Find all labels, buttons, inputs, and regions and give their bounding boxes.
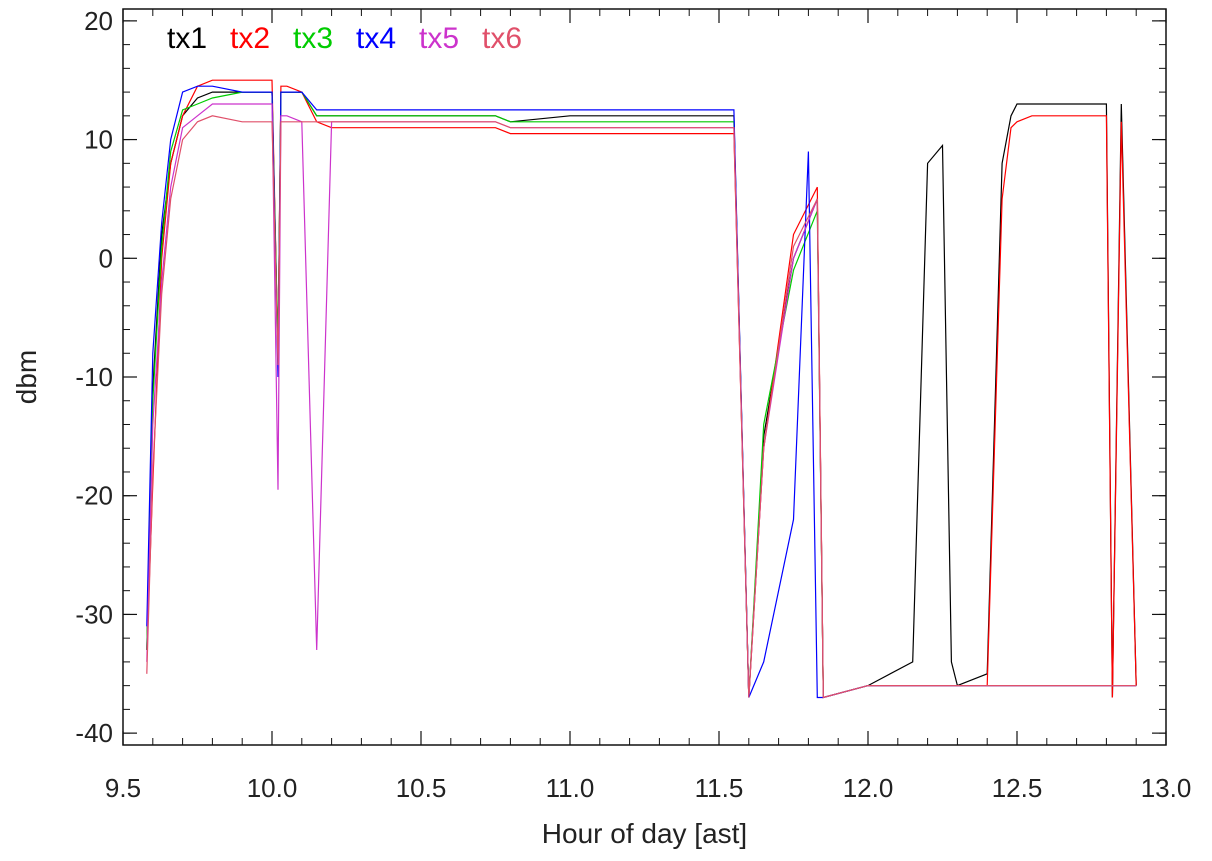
series-layer [146,79,1137,699]
x-tick-label: 11.0 [546,773,595,803]
x-axis-title: Hour of day [ast] [542,818,747,849]
x-tick-label: 13.0 [1141,773,1192,803]
legend-label-tx6: tx6 [482,22,522,55]
y-tick-label: -40 [75,718,113,748]
x-tick-label: 11.5 [695,773,744,803]
y-tick-label: 10 [84,125,113,155]
y-axis-title: dbm [11,350,42,404]
legend-label-tx1: tx1 [167,22,207,55]
series-line-tx2 [146,79,1137,699]
y-tick-label: -10 [75,362,113,392]
series-line-tx3 [146,91,1137,699]
ticks-layer: 9.5 10.0 10.5 11.0 11.5 12.0 12.5 13.0 -40 -30 -20… [75,6,1191,803]
series-line-tx6 [146,115,1137,699]
legend-label-tx5: tx5 [419,22,459,55]
x-tick-label: 12.0 [843,773,894,803]
x-tick-label: 10.5 [396,773,447,803]
y-tick-label: -20 [75,481,113,511]
x-tick-label: 12.5 [992,773,1043,803]
y-tick-label: 0 [99,243,113,273]
series-line-tx4 [146,85,1137,699]
legend: tx1 tx2 tx3 tx4 tx5 tx6 [167,22,522,55]
series-line-tx1 [146,91,1137,699]
legend-label-tx3: tx3 [293,22,333,55]
legend-label-tx2: tx2 [230,22,270,55]
x-tick-label: 9.5 [105,773,141,803]
series-line-tx5 [146,103,1137,699]
y-tick-label: -30 [75,599,113,629]
legend-label-tx4: tx4 [356,22,396,55]
x-tick-label: 10.0 [247,773,298,803]
y-tick-label: 20 [84,6,113,36]
